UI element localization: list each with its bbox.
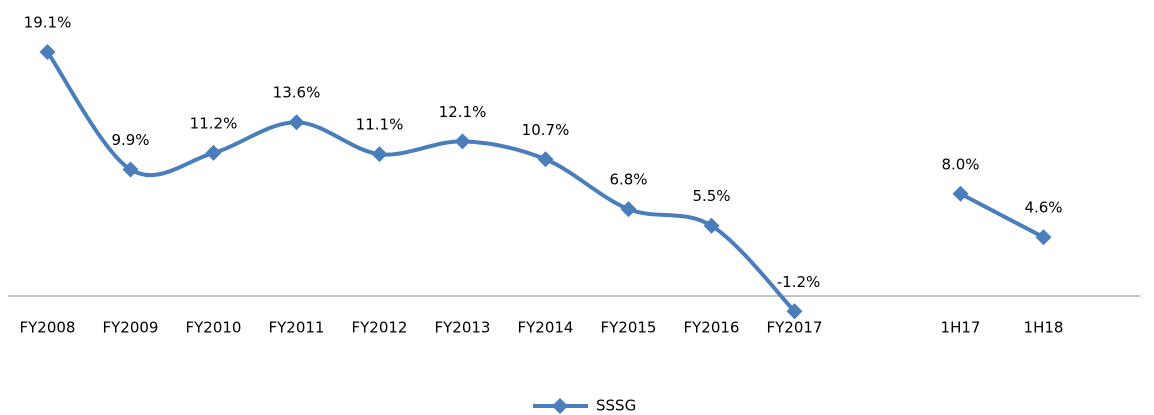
data-label: -1.2%: [777, 273, 821, 291]
data-label: 12.1%: [439, 103, 487, 121]
marker: [1035, 229, 1052, 246]
x-tick-label: 1H18: [1024, 319, 1064, 337]
data-label: 5.5%: [692, 187, 730, 205]
x-tick-label: FY2012: [352, 319, 408, 337]
data-label: 10.7%: [522, 121, 570, 139]
data-label: 9.9%: [111, 131, 149, 149]
data-label: 11.1%: [356, 116, 404, 134]
data-label: 4.6%: [1024, 199, 1062, 217]
x-tick-label: FY2017: [767, 319, 823, 337]
x-tick-label: FY2009: [103, 319, 159, 337]
marker: [122, 161, 139, 178]
x-tick-label: FY2008: [20, 319, 76, 337]
x-tick-label: FY2016: [684, 319, 740, 337]
marker: [39, 43, 56, 60]
line: [45, 50, 1045, 313]
marker: [288, 114, 305, 131]
marker: [205, 144, 222, 161]
legend-marker: [552, 398, 568, 414]
x-tick-label: FY2015: [601, 319, 657, 337]
marker: [537, 151, 554, 168]
x-tick-label: FY2013: [435, 319, 491, 337]
x-tick-label: FY2011: [269, 319, 325, 337]
marker: [620, 201, 637, 218]
data-label: 13.6%: [273, 84, 321, 102]
marker: [371, 146, 388, 163]
data-label: 11.2%: [190, 114, 238, 132]
marker: [703, 217, 720, 234]
x-tick-label: FY2014: [518, 319, 574, 337]
x-tick-label: FY2010: [186, 319, 242, 337]
data-label: 6.8%: [609, 171, 647, 189]
legend-label: SSSG: [596, 397, 636, 415]
marker: [454, 133, 471, 150]
marker: [786, 303, 803, 320]
legend: SSSG: [533, 397, 636, 415]
x-tick-label: 1H17: [941, 319, 981, 337]
marker: [952, 185, 969, 202]
data-label: 19.1%: [24, 13, 72, 31]
data-label: 8.0%: [941, 155, 979, 173]
